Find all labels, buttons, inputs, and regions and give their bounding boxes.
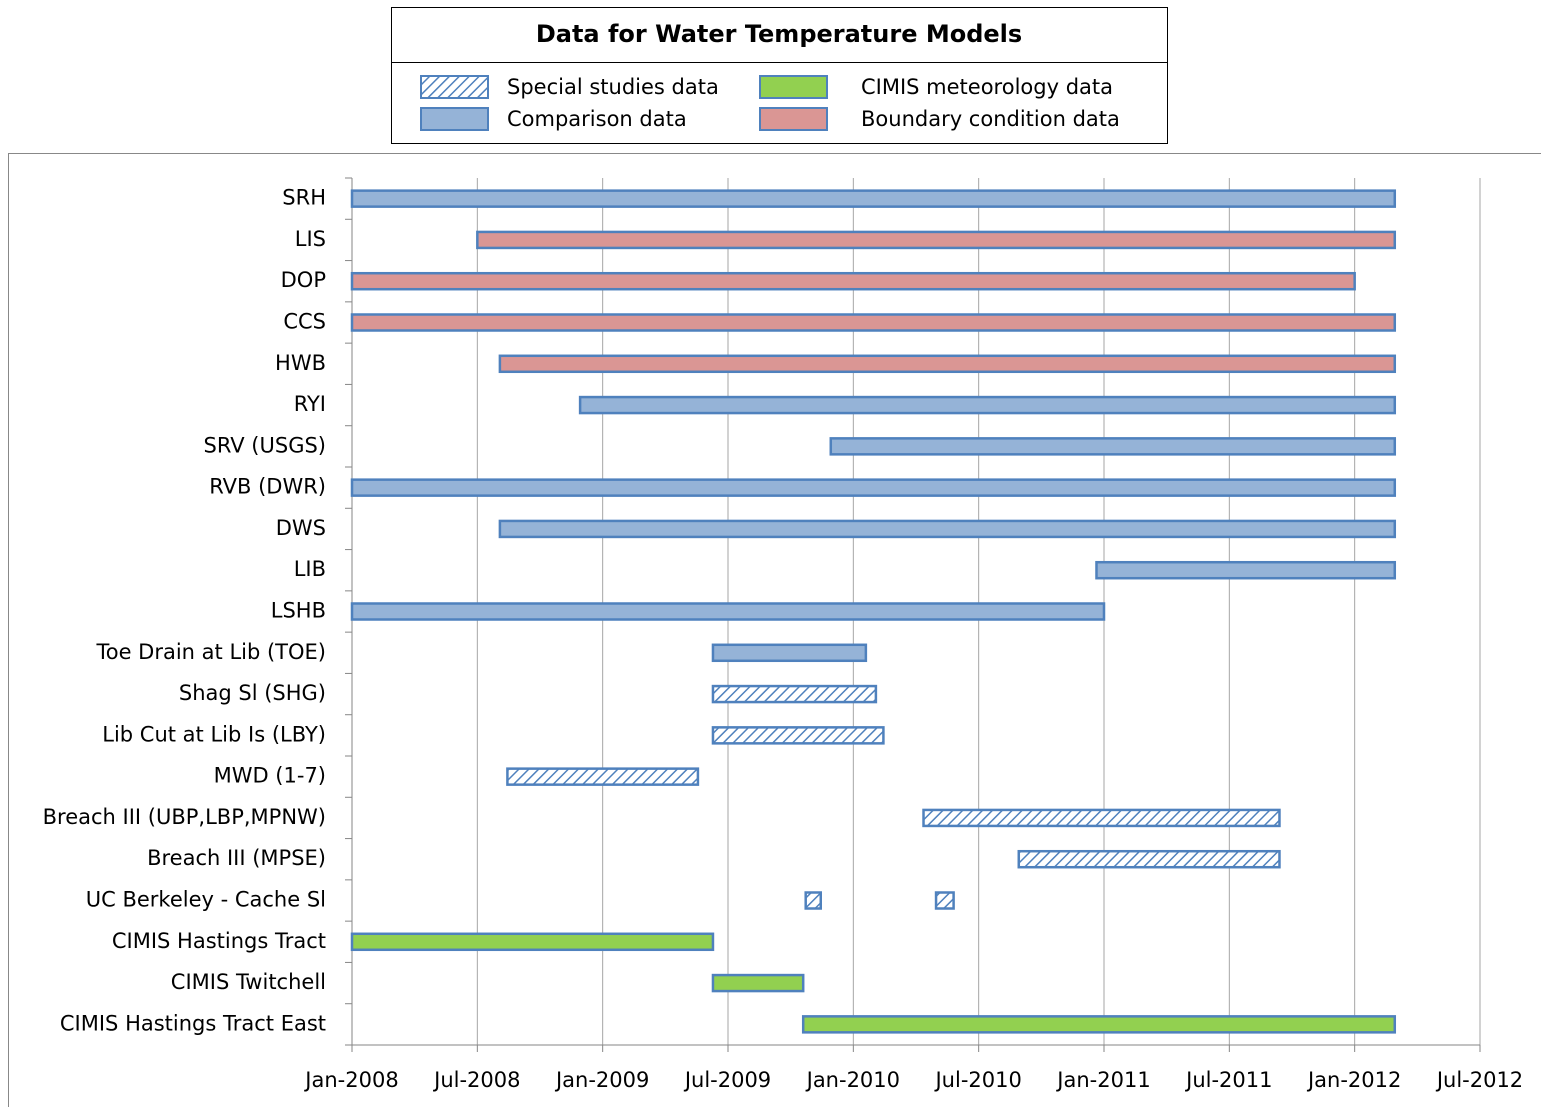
legend-swatch <box>760 108 827 130</box>
row-label: RVB (DWR) <box>209 475 326 499</box>
x-tick-label: Jan-2012 <box>1306 1068 1401 1092</box>
row-label: DOP <box>281 268 326 292</box>
x-tick-label: Jul-2012 <box>1435 1068 1523 1092</box>
gantt-bar <box>713 727 883 743</box>
row-label: Shag Sl (SHG) <box>179 681 326 705</box>
x-tick-label: Jul-2011 <box>1184 1068 1272 1092</box>
row-label: Breach III (UBP,LBP,MPNW) <box>43 805 326 829</box>
row-label: CIMIS Twitchell <box>171 970 326 994</box>
row-label: CIMIS Hastings Tract <box>112 929 326 953</box>
legend-label: Boundary condition data <box>861 107 1120 131</box>
gantt-bar <box>806 893 821 909</box>
x-tick-label: Jan-2008 <box>303 1068 398 1092</box>
gantt-bar <box>507 769 698 785</box>
row-label: Breach III (MPSE) <box>147 846 326 870</box>
gantt-bar <box>1019 851 1280 867</box>
gantt-bar <box>936 893 954 909</box>
row-label: SRH <box>282 186 326 210</box>
row-label: RYI <box>294 392 326 416</box>
x-tick-label: Jan-2011 <box>1055 1068 1150 1092</box>
row-label: DWS <box>276 516 326 540</box>
row-label: Toe Drain at Lib (TOE) <box>95 640 326 664</box>
row-label: LIS <box>295 227 326 251</box>
gantt-bar <box>500 521 1395 537</box>
gantt-bar <box>477 232 1394 248</box>
row-label: HWB <box>275 351 326 375</box>
gantt-bar <box>352 315 1395 331</box>
gantt-bar <box>713 645 866 661</box>
gantt-bar <box>803 1016 1395 1032</box>
gantt-bar <box>713 975 803 991</box>
gantt-bar <box>352 480 1395 496</box>
row-label: LIB <box>294 557 326 581</box>
legend-label: Comparison data <box>507 107 687 131</box>
row-label: Lib Cut at Lib Is (LBY) <box>102 722 326 746</box>
row-label: MWD (1-7) <box>214 764 326 788</box>
gantt-bar <box>352 934 713 950</box>
x-tick-label: Jan-2009 <box>554 1068 649 1092</box>
gantt-bar <box>352 604 1104 620</box>
plot-frame <box>9 154 1541 1108</box>
chart-title: Data for Water Temperature Models <box>536 20 1022 48</box>
legend-swatch <box>760 76 827 98</box>
row-label: SRV (USGS) <box>203 433 326 457</box>
gantt-bar <box>352 191 1395 207</box>
x-tick-label: Jul-2009 <box>683 1068 771 1092</box>
x-tick-label: Jan-2010 <box>805 1068 900 1092</box>
gantt-bar <box>831 438 1395 454</box>
legend-swatch <box>421 108 488 130</box>
row-label: LSHB <box>271 599 326 623</box>
legend-swatch <box>421 76 488 98</box>
legend-label: Special studies data <box>507 75 719 99</box>
gantt-bar <box>500 356 1395 372</box>
row-label: CIMIS Hastings Tract East <box>60 1011 326 1035</box>
row-label: CCS <box>283 310 326 334</box>
x-tick-label: Jul-2008 <box>432 1068 520 1092</box>
gantt-bar <box>924 810 1280 826</box>
row-label: UC Berkeley - Cache Sl <box>86 888 326 912</box>
legend-label: CIMIS meteorology data <box>861 75 1113 99</box>
x-tick-label: Jul-2010 <box>933 1068 1021 1092</box>
gantt-bar <box>580 397 1395 413</box>
gantt-bar <box>713 686 876 702</box>
gantt-bar <box>352 273 1355 289</box>
gantt-bar <box>1096 562 1394 578</box>
